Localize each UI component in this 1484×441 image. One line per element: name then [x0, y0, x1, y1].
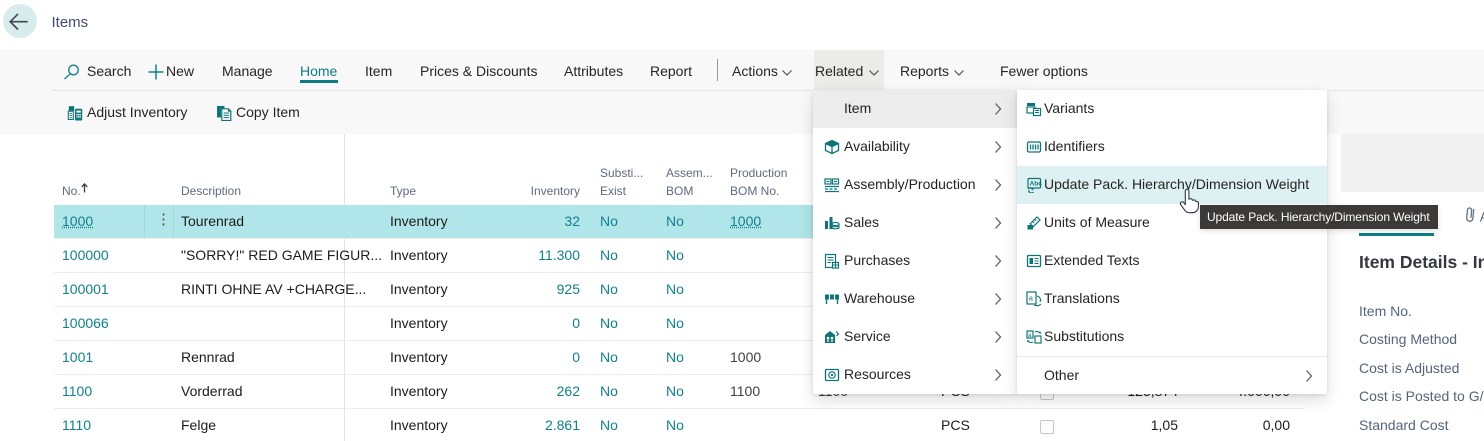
svg-text:a: a — [1029, 294, 1034, 303]
svg-text:Abc: Abc — [1030, 181, 1042, 188]
svg-text:a: a — [1028, 333, 1032, 339]
